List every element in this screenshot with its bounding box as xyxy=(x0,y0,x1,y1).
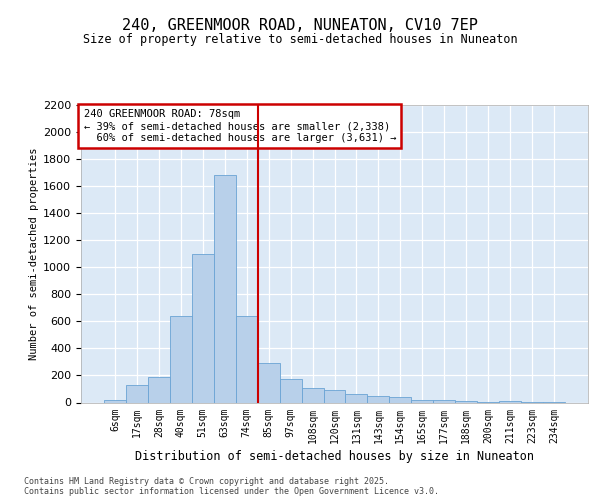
Text: 240 GREENMOOR ROAD: 78sqm
← 39% of semi-detached houses are smaller (2,338)
  60: 240 GREENMOOR ROAD: 78sqm ← 39% of semi-… xyxy=(83,110,396,142)
Bar xyxy=(148,377,170,402)
Bar xyxy=(104,400,126,402)
Bar xyxy=(433,400,455,402)
Bar xyxy=(412,400,433,402)
Text: Contains public sector information licensed under the Open Government Licence v3: Contains public sector information licen… xyxy=(24,487,439,496)
Bar xyxy=(323,390,346,402)
Bar xyxy=(280,379,302,402)
Bar xyxy=(170,316,192,402)
Bar xyxy=(192,254,214,402)
Bar xyxy=(302,388,323,402)
Bar xyxy=(389,398,412,402)
Bar xyxy=(367,396,389,402)
Bar xyxy=(346,394,367,402)
Text: Contains HM Land Registry data © Crown copyright and database right 2025.: Contains HM Land Registry data © Crown c… xyxy=(24,477,389,486)
Bar xyxy=(236,316,257,402)
X-axis label: Distribution of semi-detached houses by size in Nuneaton: Distribution of semi-detached houses by … xyxy=(135,450,534,462)
Text: Size of property relative to semi-detached houses in Nuneaton: Size of property relative to semi-detach… xyxy=(83,32,517,46)
Text: 240, GREENMOOR ROAD, NUNEATON, CV10 7EP: 240, GREENMOOR ROAD, NUNEATON, CV10 7EP xyxy=(122,18,478,32)
Bar xyxy=(257,364,280,403)
Bar xyxy=(455,401,477,402)
Y-axis label: Number of semi-detached properties: Number of semi-detached properties xyxy=(29,148,39,360)
Bar xyxy=(214,176,236,402)
Bar xyxy=(126,385,148,402)
